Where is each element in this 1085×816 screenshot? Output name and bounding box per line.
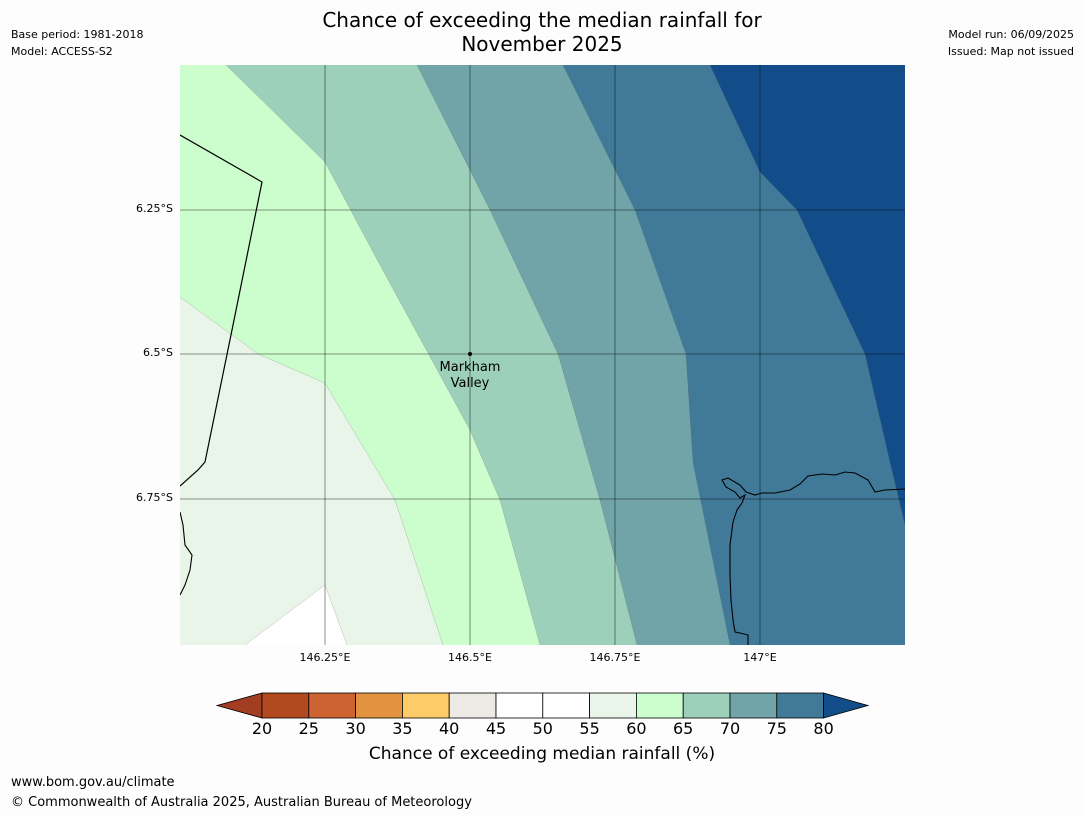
map-title: Chance of exceeding the median rainfall … [242,8,842,56]
place-label-line-2: Valley [450,376,490,391]
place-label-line-1: Markham [439,360,501,375]
colorbar-tick-label: 20 [251,719,273,738]
lat-label-2: 6.5°S [143,346,173,359]
lon-label-2: 146.5°E [448,651,492,664]
colorbar-extend-low [215,692,263,719]
coastline-west [180,511,193,596]
markham-valley-marker [468,352,472,356]
colorbar-tick-label: 70 [719,719,741,738]
colorbar-segment [776,692,824,719]
zone-55-60 [180,297,443,645]
colorbar-tick-label: 40 [439,719,460,738]
footer-copyright: © Commonwealth of Australia 2025, Austra… [11,795,472,810]
colorbar-label: Chance of exceeding median rainfall (%) [368,744,716,764]
province-boundary [180,134,263,487]
lon-label-1: 146.25°E [299,651,351,664]
colorbar-segment [448,692,497,719]
meta-right: Model run: 06/09/2025 Issued: Map not is… [948,26,1074,60]
colorbar-segment [308,692,356,719]
colorbar-tick-label: 30 [345,719,366,738]
colorbar-tick-label: 80 [813,719,834,738]
model-run: Model run: 06/09/2025 [948,28,1074,41]
lat-label-1: 6.25°S [136,202,173,215]
meta-left: Base period: 1981-2018 Model: ACCESS-S2 [11,26,143,60]
colorbar-segment [682,692,731,719]
colorbar-tick-label: 60 [626,719,647,738]
colorbar-segment [542,692,590,719]
colorbar-tick-label: 45 [485,719,507,738]
issued-status: Issued: Map not issued [947,45,1074,58]
graticule [180,65,905,645]
title-line-1: Chance of exceeding the median rainfall … [322,8,762,32]
colorbar-segment [495,692,544,719]
colorbar-tick-label: 35 [392,719,413,738]
colorbar-segment [401,692,450,719]
map-fills [180,65,905,645]
base-period: Base period: 1981-2018 [11,28,144,41]
colorbar-segments [215,692,870,719]
lon-label-3: 146.75°E [589,651,641,664]
model-name: Model: ACCESS-S2 [11,45,113,58]
lon-label-4: 147°E [743,651,777,664]
colorbar-segment [261,692,310,719]
footer-url: www.bom.gov.au/climate [11,775,175,790]
zone-45-55 [245,585,347,645]
colorbar-tick-label: 50 [532,719,553,738]
place-label: Markham Valley [430,360,510,392]
colorbar-tick-label: 65 [673,719,694,738]
colorbar-segment [355,692,403,719]
title-line-2: November 2025 [461,32,623,56]
colorbar-extend-high [823,692,870,719]
colorbar-tick-label: 55 [579,719,600,738]
colorbar-tick-label: 25 [298,719,319,738]
colorbar-segment [729,692,778,719]
colorbar-segment [589,692,637,719]
colorbar-tick-label: 75 [766,719,787,738]
lat-label-3: 6.75°S [136,491,173,504]
colorbar-segment [636,692,684,719]
coastline-east [721,471,905,645]
